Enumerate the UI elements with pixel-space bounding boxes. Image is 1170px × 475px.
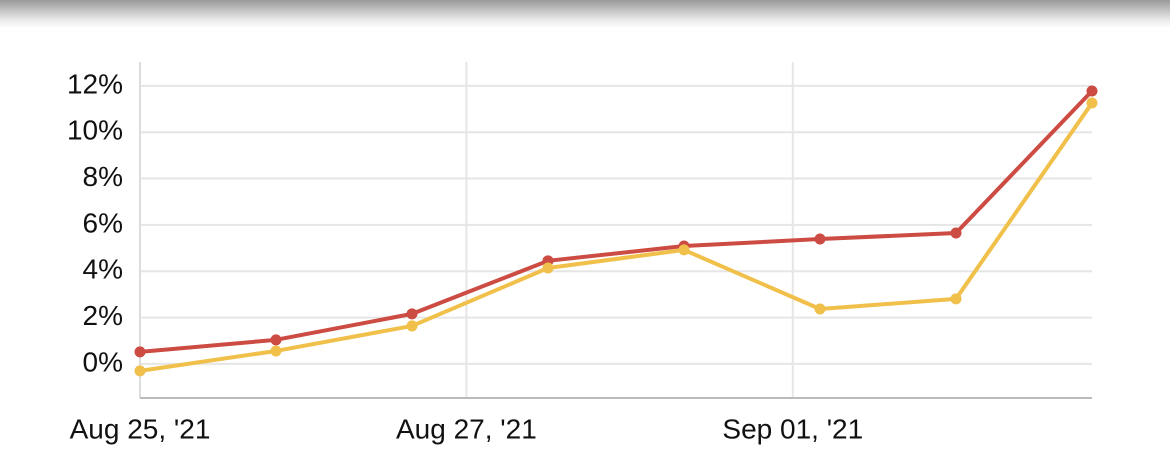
point <box>950 227 962 239</box>
y-tick-label: 6% <box>83 207 123 238</box>
y-tick-label: 2% <box>83 300 123 331</box>
point <box>950 293 962 305</box>
point <box>678 244 690 256</box>
line <box>139 101 1094 373</box>
y-tick-label: 12% <box>67 68 123 99</box>
point <box>542 262 554 274</box>
point <box>406 308 418 320</box>
x-tick-label: Sep 01, '21 <box>722 413 863 444</box>
x-tick-label: Aug 27, '21 <box>396 413 537 444</box>
y-tick-label: 0% <box>83 346 123 377</box>
point <box>270 345 282 357</box>
x-tick-label: Aug 25, '21 <box>70 413 211 444</box>
point <box>134 365 146 377</box>
y-tick-label: 8% <box>83 161 123 192</box>
point <box>406 320 418 332</box>
y-tick-label: 4% <box>83 254 123 285</box>
top-shadow <box>0 0 1170 28</box>
y-tick-label: 10% <box>67 115 123 146</box>
point <box>1086 85 1098 97</box>
point <box>814 303 826 315</box>
point <box>1086 97 1098 109</box>
point <box>134 346 146 358</box>
line <box>139 89 1094 354</box>
point <box>270 334 282 346</box>
point <box>814 233 826 245</box>
